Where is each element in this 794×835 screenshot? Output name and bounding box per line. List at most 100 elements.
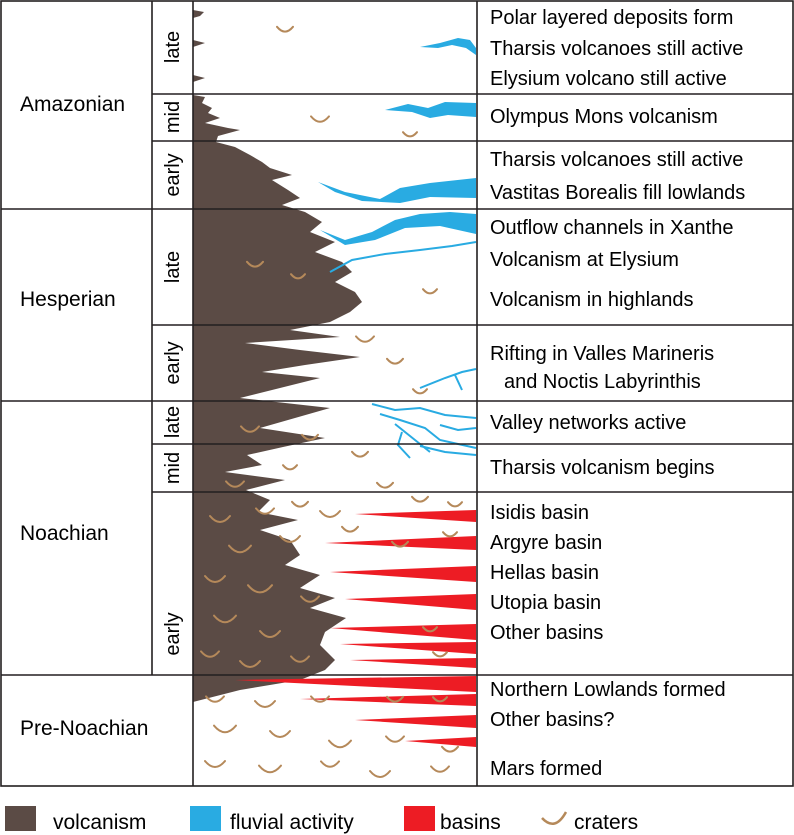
event-text: and Noctis Labyrinthis [504, 371, 701, 393]
crater-arc [385, 735, 405, 743]
volcanism-area [193, 10, 362, 702]
era-label-noachian: Noachian [20, 522, 109, 545]
crater-arc [258, 764, 282, 774]
fluvial-channel [385, 102, 476, 118]
crater-arc [386, 695, 404, 703]
crater-arc [291, 500, 309, 508]
crater-arc [246, 260, 264, 268]
crater-arc [391, 540, 409, 548]
fluvial-activity [318, 38, 477, 459]
fluvial-channel [419, 368, 477, 391]
crater-arc [290, 273, 306, 280]
crater-arc [259, 630, 281, 638]
event-text: Tharsis volcanoes still active [490, 38, 743, 60]
event-text: Vastitas Borealis fill lowlands [490, 182, 745, 204]
event-text: Mars formed [490, 758, 602, 780]
era-label-amazonian: Amazonian [20, 93, 125, 116]
legend-label-craters: craters [574, 811, 638, 834]
crater-arc [442, 531, 458, 538]
crater-arc [351, 450, 369, 458]
event-text: Isidis basin [490, 502, 589, 524]
sub-label-hesperian-early: early [162, 341, 184, 384]
crater-arc [369, 770, 391, 778]
legend: volcanism fluvial activity basins crater… [5, 806, 638, 834]
sub-label-hesperian-late: late [162, 251, 184, 283]
basin-wedge [330, 566, 476, 582]
crater-arc [402, 131, 418, 138]
crater-arc [320, 760, 340, 768]
crater-arc [310, 695, 330, 703]
crater-arc [254, 700, 276, 708]
event-text: Olympus Mons volcanism [490, 106, 718, 128]
event-text: Volcanism at Elysium [490, 249, 679, 271]
sub-label-amazonian-mid: mid [162, 101, 184, 133]
fluvial-network [371, 403, 477, 459]
crater-arc [269, 730, 291, 738]
crater-arc [204, 575, 226, 583]
event-text: Tharsis volcanoes still active [490, 149, 743, 171]
crater-arc [430, 765, 450, 773]
crater-arc [301, 433, 319, 441]
volcanism-swatch [5, 806, 36, 831]
events-column: Polar layered deposits form Tharsis volc… [490, 7, 745, 780]
fluvial-channel [420, 38, 476, 55]
event-text: Tharsis volcanism begins [490, 457, 715, 479]
event-text: Outflow channels in Xanthe [490, 217, 734, 239]
crater-arc [247, 584, 273, 594]
crater-arc [282, 464, 298, 471]
crater-arc [341, 525, 359, 533]
crater-arc [209, 515, 231, 523]
crater-arc [441, 745, 459, 753]
event-text: Other basins? [490, 709, 615, 731]
crater-arc [228, 544, 252, 554]
basin-wedge [235, 676, 476, 692]
sub-label-noachian-mid: mid [162, 452, 184, 484]
basin-wedge [325, 536, 476, 550]
basin-wedge [300, 694, 476, 706]
crater-arc [447, 501, 463, 508]
sub-label-noachian-late: late [162, 406, 184, 438]
crater-arc [422, 288, 438, 295]
sub-label-amazonian-early: early [162, 153, 184, 196]
crater-arc [225, 480, 245, 488]
fluvial-channel [320, 212, 476, 245]
basin-wedge [355, 510, 476, 522]
table-border [0, 0, 794, 787]
crater-arc [279, 535, 301, 543]
basin-wedge [330, 624, 476, 640]
legend-label-volcanism: volcanism [53, 811, 146, 834]
crater-arc [290, 655, 310, 663]
legend-label-fluvial: fluvial activity [230, 811, 354, 834]
crater-arc [422, 626, 438, 633]
crater-arc [240, 425, 260, 433]
crater-arc [411, 495, 429, 503]
craters [200, 25, 463, 778]
crater-arc [319, 510, 341, 518]
event-text: Argyre basin [490, 532, 602, 554]
basin-wedge [405, 737, 476, 747]
crater-arc [412, 388, 428, 395]
crater-arc [213, 614, 237, 624]
event-text: Polar layered deposits form [490, 7, 733, 29]
event-text: Elysium volcano still active [490, 68, 727, 90]
basin-wedge [345, 594, 476, 610]
basin-wedge [340, 642, 476, 654]
fluvial-channel [318, 178, 476, 203]
legend-label-basins: basins [440, 811, 501, 834]
table-grid [0, 0, 794, 787]
era-label-pre-noachian: Pre-Noachian [20, 717, 148, 740]
crater-arc [432, 696, 448, 703]
event-text: Rifting in Valles Marineris [490, 343, 714, 365]
fluvial-swatch [190, 806, 221, 831]
event-text: Utopia basin [490, 592, 601, 614]
crater-arc [386, 357, 404, 365]
event-text: Volcanism in highlands [490, 289, 693, 311]
crater-arc [239, 660, 261, 668]
crater-arc [213, 724, 237, 734]
crater-arc [432, 651, 448, 658]
crater-arc [328, 739, 352, 749]
basins [235, 510, 476, 747]
crater-arc [355, 335, 375, 343]
basin-wedge [355, 715, 476, 728]
